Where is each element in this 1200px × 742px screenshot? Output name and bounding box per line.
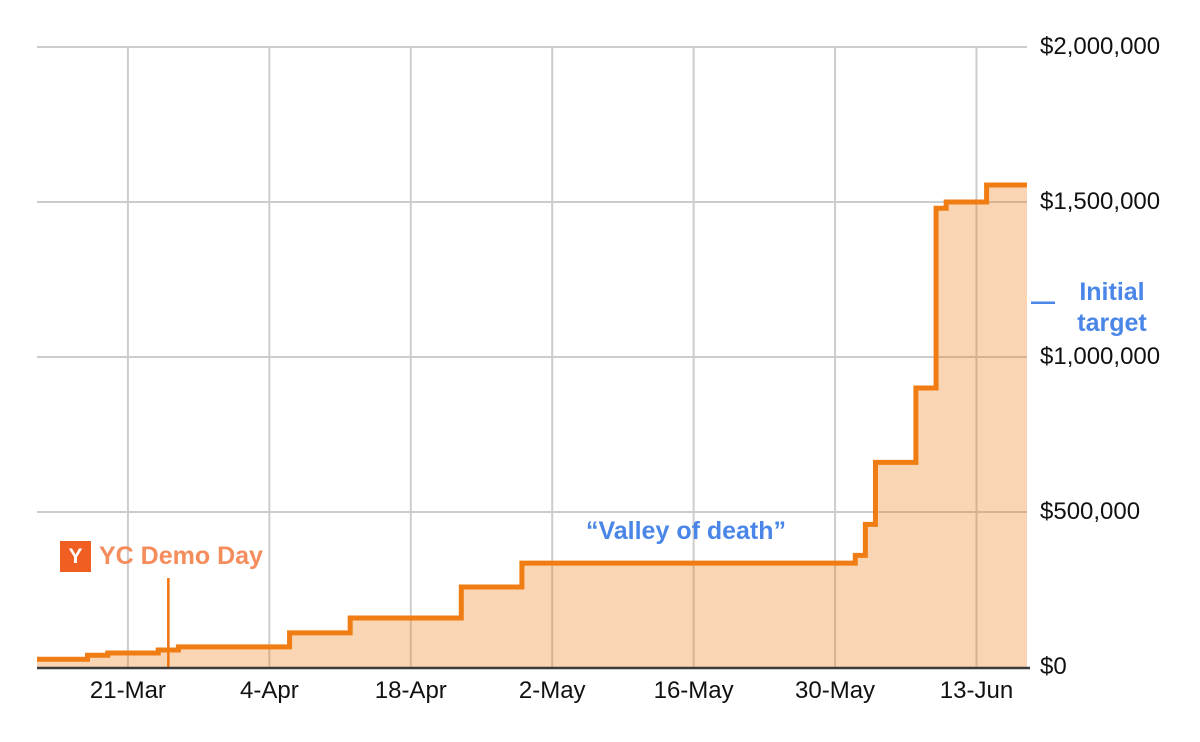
initial-target-line2: target	[1077, 309, 1147, 337]
y-tick-label: $1,000,000	[1040, 343, 1161, 370]
valley-of-death-label: “Valley of death”	[585, 517, 787, 545]
initial-target-label: Initial target	[1060, 277, 1164, 339]
x-tick-label: 16-May	[653, 677, 734, 704]
yc-logo-icon: Y	[60, 541, 91, 572]
y-tick-label: $1,500,000	[1040, 188, 1161, 215]
x-tick-label: 4-Apr	[240, 677, 299, 704]
yc-logo-letter: Y	[68, 544, 83, 568]
initial-target-line1: Initial	[1079, 278, 1145, 306]
yc-demo-day-label: YC Demo Day	[99, 542, 263, 570]
y-tick-label: $0	[1040, 653, 1067, 680]
y-tick-label: $500,000	[1040, 498, 1141, 525]
raised-amount-area	[37, 184, 1027, 667]
x-tick-label: 30-May	[795, 677, 876, 704]
y-tick-label: $2,000,000	[1040, 33, 1161, 60]
x-tick-label: 18-Apr	[374, 677, 447, 704]
x-tick-label: 2-May	[518, 677, 586, 704]
raised-amount-step-line	[37, 182, 1027, 662]
x-tick-label: 21-Mar	[89, 677, 166, 704]
horizontal-gridlines	[37, 46, 1027, 513]
x-tick-label: 13-Jun	[939, 677, 1014, 704]
